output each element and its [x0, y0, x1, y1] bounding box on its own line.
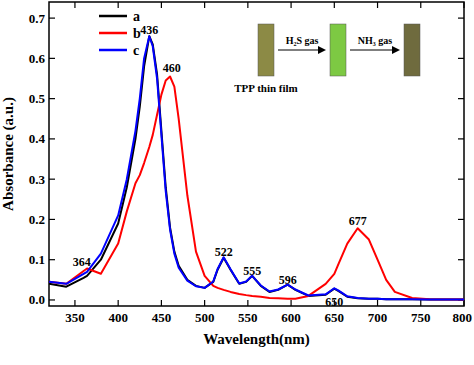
- peak-label: 522: [215, 245, 233, 259]
- peak-label: 650: [325, 295, 343, 309]
- x-tick: [204, 300, 205, 306]
- y-tick-right: [458, 259, 464, 260]
- y-tick: [49, 58, 55, 59]
- y-tick-right: [458, 219, 464, 220]
- chart: 350 400 450 500 550 600 650 700 750 800 0.0 0.1 0.2 0…: [0, 0, 474, 365]
- y-tick: [49, 18, 55, 19]
- inset-arrow: [350, 49, 394, 50]
- x-tick-top: [247, 2, 248, 8]
- film-photo: [404, 24, 420, 76]
- x-tick-label: 700: [368, 310, 388, 325]
- y-tick-label: 0.4: [29, 131, 46, 146]
- y-axis-label: Absorbance (a.u.): [0, 97, 17, 211]
- legend-swatch: [99, 49, 127, 52]
- y-tick-label: 0.1: [29, 252, 45, 267]
- series-group: [49, 36, 464, 299]
- y-tick-label: 0.2: [29, 212, 45, 227]
- y-tick-label: 0.3: [29, 172, 46, 187]
- plot-frame: [49, 2, 464, 306]
- peak-label: 364: [73, 255, 91, 269]
- x-tick: [161, 300, 162, 306]
- x-tick-top: [74, 2, 75, 8]
- legend-label: b: [133, 26, 141, 41]
- peak-label: 460: [163, 61, 181, 75]
- x-tick-top: [204, 2, 205, 8]
- y-tick-label: 0.7: [29, 11, 46, 26]
- series-line: [49, 36, 464, 299]
- peak-label: 436: [140, 23, 158, 37]
- x-tick-top: [161, 2, 162, 8]
- y-tick: [49, 259, 55, 260]
- y-tick: [49, 179, 55, 180]
- x-tick-label: 400: [108, 310, 128, 325]
- x-tick-top: [463, 2, 464, 8]
- inset-arrow: [278, 49, 320, 50]
- x-tick: [118, 300, 119, 306]
- x-tick-label: 600: [281, 310, 301, 325]
- x-tick-label: 650: [325, 310, 345, 325]
- x-tick-label: 750: [411, 310, 431, 325]
- peak-label: 677: [349, 214, 367, 228]
- y-tick-label: 0.0: [29, 292, 45, 307]
- x-tick-label: 800: [453, 310, 473, 325]
- x-tick-top: [334, 2, 335, 8]
- peak-label: 596: [279, 273, 297, 287]
- y-tick-right: [458, 18, 464, 19]
- x-tick: [74, 300, 75, 306]
- x-tick-top: [420, 2, 421, 8]
- x-tick: [247, 300, 248, 306]
- y-tick-label: 0.6: [29, 51, 46, 66]
- inset-arrowhead: [392, 46, 400, 54]
- x-tick: [290, 300, 291, 306]
- x-axis-label: Wavelength(nm): [203, 331, 310, 348]
- x-tick: [420, 300, 421, 306]
- y-tick-right: [458, 98, 464, 99]
- inset-arrowhead: [318, 46, 326, 54]
- y-tick-right: [458, 138, 464, 139]
- x-tick-label: 350: [65, 310, 85, 325]
- x-tick-label: 550: [238, 310, 258, 325]
- legend-swatch: [99, 15, 127, 18]
- y-tick: [49, 98, 55, 99]
- x-tick-top: [290, 2, 291, 8]
- x-tick-label: 500: [195, 310, 215, 325]
- film-photo: [258, 24, 274, 76]
- x-tick-top: [118, 2, 119, 8]
- x-tick: [463, 300, 464, 306]
- peak-label: 555: [243, 264, 261, 278]
- inset-label: H₂S gas: [286, 35, 319, 46]
- inset-label: NH₃ gas: [358, 35, 392, 46]
- y-tick-right: [458, 58, 464, 59]
- y-tick-label: 0.5: [29, 91, 46, 106]
- y-tick-right: [458, 179, 464, 180]
- legend-label: c: [133, 43, 139, 58]
- x-tick-label: 450: [152, 310, 172, 325]
- series-line: [49, 36, 464, 299]
- x-tick: [377, 300, 378, 306]
- y-tick: [49, 138, 55, 139]
- legend-label: a: [133, 9, 140, 24]
- x-tick-top: [377, 2, 378, 8]
- y-tick: [49, 299, 55, 300]
- y-tick: [49, 219, 55, 220]
- legend-swatch: [99, 32, 127, 35]
- inset-label: TPP thin film: [234, 82, 298, 94]
- series-line: [49, 76, 464, 299]
- film-photo: [330, 24, 346, 76]
